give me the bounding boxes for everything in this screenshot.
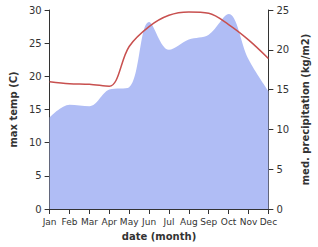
svg-text:Dec: Dec [260,217,277,227]
svg-text:max temp (C): max temp (C) [8,71,19,147]
svg-text:20: 20 [276,44,289,55]
svg-text:Feb: Feb [62,217,78,227]
svg-text:0: 0 [35,204,41,215]
svg-text:Sep: Sep [200,217,217,227]
svg-text:10: 10 [29,137,42,148]
svg-text:Aug: Aug [180,217,198,227]
svg-text:May: May [120,217,139,227]
svg-text:10: 10 [276,124,289,135]
svg-text:30: 30 [29,5,42,16]
svg-text:Mar: Mar [81,217,98,227]
svg-text:Oct: Oct [221,217,237,227]
svg-text:date (month): date (month) [122,231,196,242]
svg-text:Jan: Jan [42,217,57,227]
svg-text:25: 25 [29,38,42,49]
svg-text:15: 15 [29,104,42,115]
svg-text:15: 15 [276,84,289,95]
svg-text:Nov: Nov [240,217,258,227]
svg-text:25: 25 [276,5,289,16]
svg-text:0: 0 [276,204,282,215]
svg-text:Jul: Jul [163,217,175,227]
svg-text:5: 5 [276,164,282,175]
svg-text:20: 20 [29,71,42,82]
svg-text:med. precipitation (kg/m2): med. precipitation (kg/m2) [300,34,311,186]
svg-text:Jun: Jun [141,217,156,227]
svg-text:5: 5 [35,170,41,181]
svg-text:Apr: Apr [101,217,117,227]
